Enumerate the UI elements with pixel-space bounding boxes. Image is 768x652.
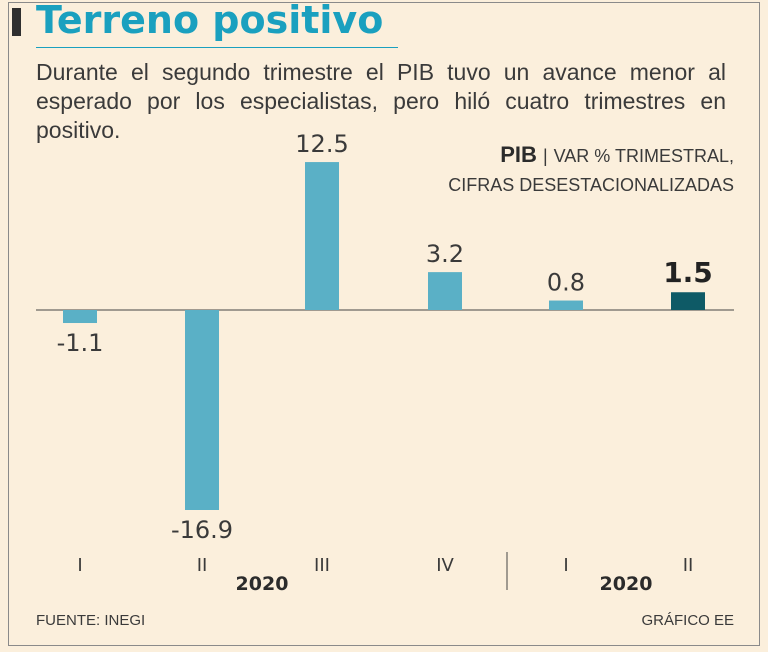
chart-subtitle: Durante el segundo trimestre el PIB tuvo… — [36, 59, 726, 143]
bar-1 — [63, 310, 97, 324]
graphic-frame — [8, 2, 760, 646]
chart-title: Terreno positivo — [36, 0, 384, 42]
bar-3 — [305, 162, 339, 310]
title-underline — [36, 47, 398, 48]
legend-indicator-line: PIB | VAR % TRIMESTRAL, — [500, 142, 734, 168]
bar-4 — [428, 272, 462, 310]
category-label-2: II — [197, 555, 208, 576]
category-label-5: I — [563, 555, 568, 576]
graphic-credit: GRÁFICO EE — [641, 612, 734, 629]
year-group-label-2: 2020 — [600, 573, 653, 595]
legend-note: CIFRAS DESESTACIONALIZADAS — [448, 175, 734, 195]
source-note: FUENTE: INEGI — [36, 612, 146, 629]
bar-5 — [549, 300, 583, 310]
category-label-6: II — [683, 555, 694, 576]
legend-separator: | — [542, 146, 548, 166]
category-label-3: III — [314, 555, 330, 576]
legend-unit: VAR % TRIMESTRAL, — [553, 146, 734, 166]
year-group-label-1: 2020 — [236, 573, 289, 595]
category-label-1: I — [77, 555, 82, 576]
category-label-4: IV — [436, 555, 454, 576]
legend-indicator: PIB — [500, 142, 537, 167]
bar-value-label-6: 1.5 — [663, 256, 713, 289]
bar-value-label-3: 12.5 — [295, 130, 348, 158]
bar-value-label-1: -1.1 — [57, 329, 104, 357]
bar-6 — [671, 292, 705, 310]
bar-value-label-2: -16.9 — [171, 516, 233, 544]
title-accent-bar — [12, 8, 21, 36]
bar-value-label-5: 0.8 — [547, 269, 585, 297]
bar-value-label-4: 3.2 — [426, 240, 464, 268]
bar-2 — [185, 310, 219, 510]
